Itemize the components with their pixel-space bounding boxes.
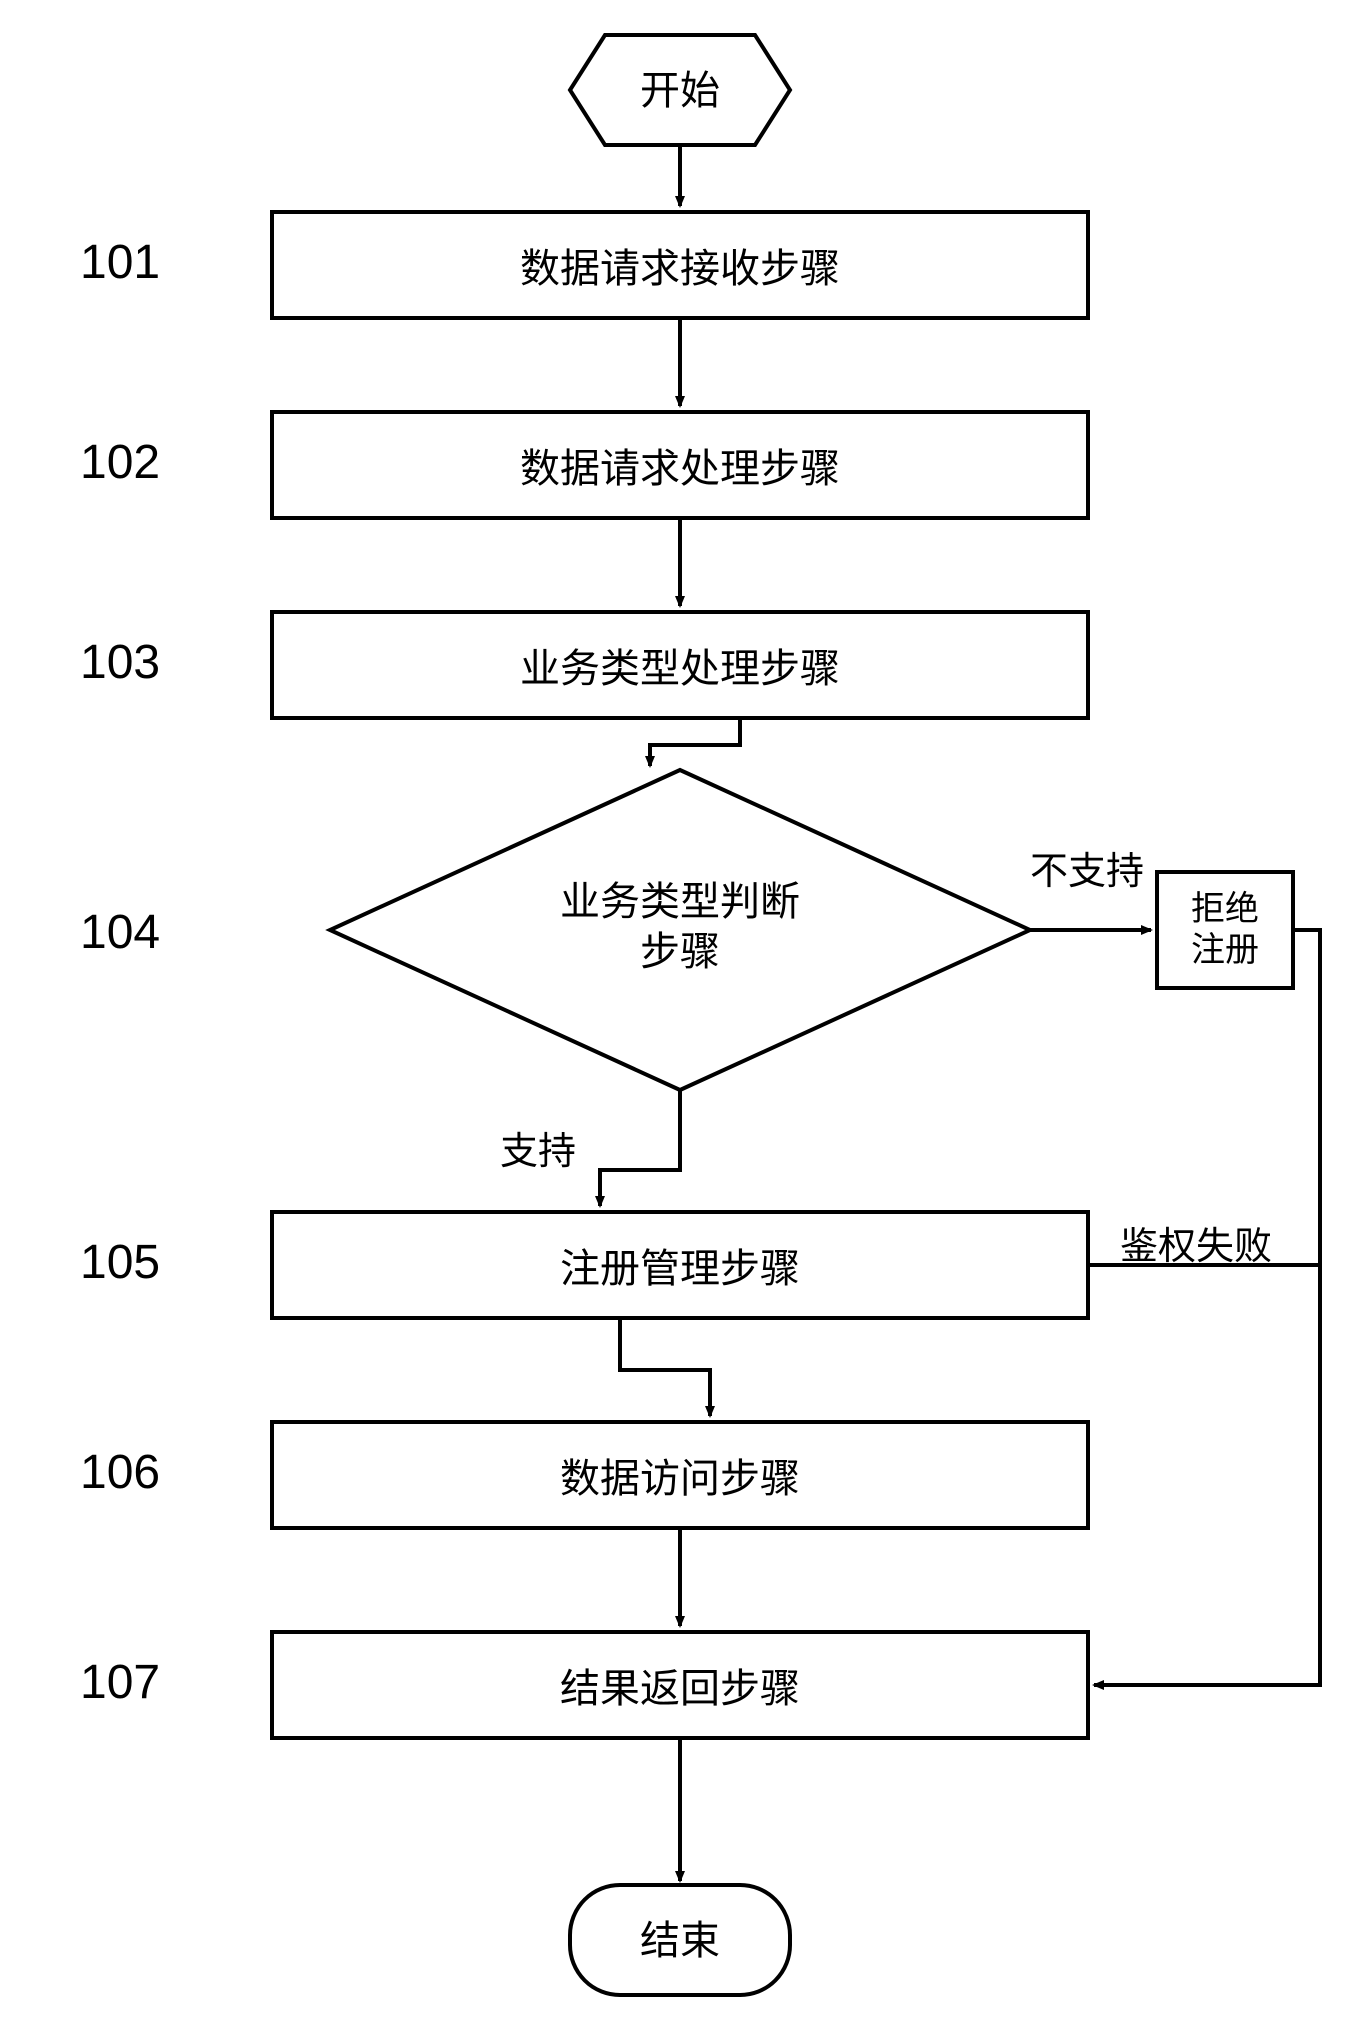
edge-authfail-label: 鉴权失败 [1120, 1215, 1272, 1270]
decision-104 [330, 770, 1030, 1090]
flowchart-canvas: 101 102 103 104 105 106 107 数据请求接收步骤 数据请… [0, 0, 1367, 2036]
edge-yes-label: 支持 [500, 1120, 576, 1175]
reject-box: 拒绝注册 [1155, 870, 1295, 990]
end-label: 结束 [640, 1919, 720, 1963]
decision-104-line1: 业务类型判断 [560, 880, 800, 924]
step-number-105: 105 [80, 1235, 160, 1290]
process-106: 数据访问步骤 [270, 1420, 1090, 1530]
step-number-102: 102 [80, 435, 160, 490]
process-105: 注册管理步骤 [270, 1210, 1090, 1320]
reject-box-label: 拒绝注册 [1191, 889, 1259, 971]
process-106-label: 数据访问步骤 [560, 1446, 800, 1504]
step-number-103: 103 [80, 635, 160, 690]
process-101-label: 数据请求接收步骤 [520, 236, 840, 294]
process-107-label: 结果返回步骤 [560, 1656, 800, 1714]
process-103-label: 业务类型处理步骤 [520, 636, 840, 694]
step-number-101: 101 [80, 235, 160, 290]
process-101: 数据请求接收步骤 [270, 210, 1090, 320]
start-terminator [570, 35, 790, 145]
decision-104-line2: 步骤 [640, 930, 720, 974]
process-102: 数据请求处理步骤 [270, 410, 1090, 520]
end-terminator [570, 1885, 790, 1995]
step-number-107: 107 [80, 1655, 160, 1710]
step-number-104: 104 [80, 905, 160, 960]
edge-no-label: 不支持 [1030, 840, 1144, 895]
step-number-106: 106 [80, 1445, 160, 1500]
process-102-label: 数据请求处理步骤 [520, 436, 840, 494]
process-105-label: 注册管理步骤 [560, 1236, 800, 1294]
start-label: 开始 [640, 69, 720, 113]
process-107: 结果返回步骤 [270, 1630, 1090, 1740]
process-103: 业务类型处理步骤 [270, 610, 1090, 720]
